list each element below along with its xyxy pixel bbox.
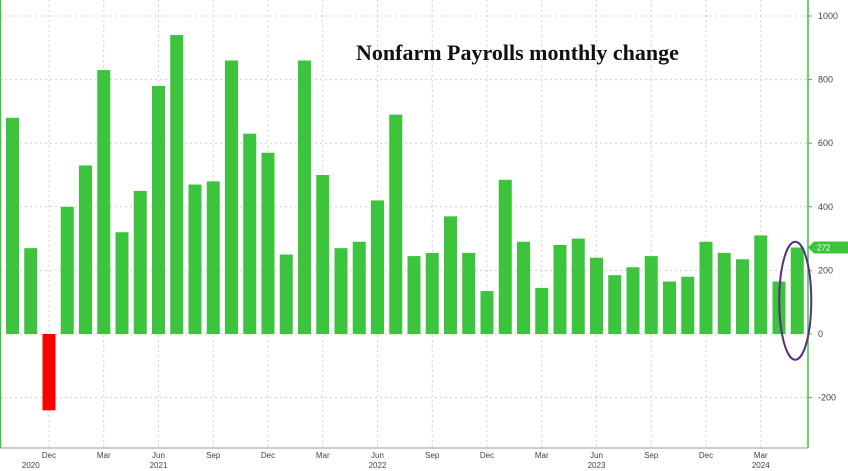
bar — [334, 248, 348, 334]
y-tick-label: 800 — [818, 75, 833, 85]
bar — [79, 165, 92, 334]
bar — [663, 281, 676, 334]
bars-group — [6, 35, 804, 411]
year-labels: 2020 2021 2022 2023 2024 — [22, 461, 770, 470]
bar — [626, 267, 640, 334]
bar — [42, 334, 56, 411]
bar — [225, 60, 238, 335]
x-tick-label: Sep — [425, 451, 440, 460]
y-tick-labels: 1000 800 600 400 200 0 -200 — [808, 11, 838, 403]
gridlines — [0, 0, 808, 448]
x-tick-labels: Dec Mar Jun Sep Dec Mar Jun Sep Dec Mar Jun Sep Dec M… — [42, 451, 768, 460]
bar — [608, 275, 622, 334]
bar — [389, 114, 403, 334]
year-label: 2020 — [22, 461, 40, 470]
y-tick-label: 1000 — [818, 11, 838, 21]
annotations: 272 — [778, 240, 848, 361]
bar — [699, 241, 713, 334]
bar — [243, 133, 257, 334]
bar — [298, 60, 311, 335]
bar — [133, 190, 147, 334]
x-tick-label: Jun — [152, 451, 165, 460]
last-value-tag — [808, 241, 848, 254]
x-tick-label: Sep — [206, 451, 221, 460]
bar — [115, 232, 129, 334]
x-tick-label: Sep — [644, 451, 659, 460]
x-tick-label: Jun — [590, 451, 603, 460]
x-tick-label: Mar — [316, 451, 330, 460]
bar — [498, 179, 512, 334]
y-tick-label: 200 — [818, 265, 833, 275]
bar — [517, 241, 530, 334]
y-tick-label: 600 — [818, 138, 833, 148]
y-tick-label: 0 — [818, 329, 823, 339]
bar — [681, 276, 695, 334]
x-tick-label: Mar — [97, 451, 111, 460]
x-tick-label: Dec — [699, 451, 713, 460]
bar — [480, 291, 494, 334]
bar — [279, 254, 293, 334]
x-tick-label: Jun — [371, 451, 384, 460]
x-tick-label: Dec — [480, 451, 494, 460]
x-tick-label: Mar — [754, 451, 768, 460]
x-tick-label: Dec — [42, 451, 56, 460]
bar — [644, 256, 658, 334]
bar — [790, 247, 804, 334]
bar — [352, 241, 366, 334]
bar — [206, 181, 220, 334]
bar — [407, 256, 421, 334]
bar — [553, 244, 567, 334]
last-value-label: 272 — [817, 244, 831, 253]
bar — [425, 252, 439, 334]
bar — [462, 252, 476, 334]
year-label: 2023 — [588, 461, 606, 470]
chart-title: Nonfarm Payrolls monthly change — [356, 40, 679, 65]
bar — [535, 287, 549, 334]
year-label: 2022 — [369, 461, 387, 470]
bar — [754, 235, 768, 334]
highlight-ellipse — [778, 240, 813, 361]
bar — [571, 238, 585, 334]
bar — [261, 152, 275, 334]
bar — [6, 117, 19, 334]
x-tick-label: Mar — [535, 451, 549, 460]
bar — [316, 175, 330, 334]
year-label: 2021 — [150, 461, 168, 470]
x-tick-label: Dec — [261, 451, 275, 460]
bar — [371, 200, 384, 334]
year-label: 2024 — [752, 461, 770, 470]
bar — [97, 70, 111, 334]
bar — [60, 206, 74, 334]
bar — [170, 35, 184, 335]
bar — [188, 184, 202, 334]
bar — [717, 252, 731, 334]
bar — [444, 216, 457, 334]
bar — [590, 257, 603, 334]
y-tick-label: -200 — [818, 393, 836, 403]
bar — [736, 259, 749, 334]
y-tick-label: 400 — [818, 202, 833, 212]
bar — [24, 248, 38, 334]
bar — [152, 85, 165, 335]
